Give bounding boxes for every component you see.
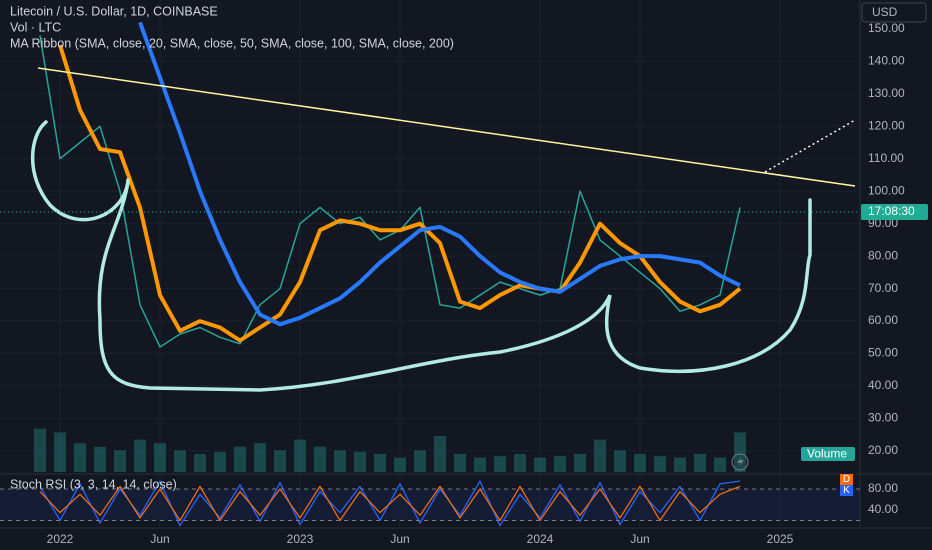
y-tick-label: 140.00 bbox=[868, 54, 905, 68]
volume-bar bbox=[554, 456, 566, 472]
y-tick-label: 150.00 bbox=[868, 21, 905, 35]
y-tick-label: 20.00 bbox=[868, 443, 898, 457]
volume-bar bbox=[654, 456, 666, 472]
projection-line bbox=[764, 119, 856, 173]
volume-bar bbox=[494, 456, 506, 472]
y-tick-label: 30.00 bbox=[868, 411, 898, 425]
grid bbox=[0, 0, 860, 528]
volume-bar bbox=[434, 436, 446, 472]
trend-line bbox=[37, 67, 856, 187]
volume-bar bbox=[374, 454, 386, 472]
y-tick-label: 60.00 bbox=[868, 313, 898, 327]
volume-bar bbox=[54, 432, 66, 472]
volume-bar bbox=[454, 454, 466, 472]
moving-average bbox=[58, 44, 742, 343]
stoch-title: Stoch RSI (3, 3, 14, 14, close) bbox=[10, 477, 177, 491]
y-tick-label: 80.00 bbox=[868, 248, 898, 262]
volume-bar bbox=[134, 439, 146, 472]
volume-bar bbox=[314, 446, 326, 472]
volume-bar bbox=[474, 457, 486, 472]
stoch-band bbox=[0, 489, 860, 521]
volume-bar bbox=[634, 454, 646, 472]
x-tick-label: Jun bbox=[630, 532, 649, 546]
volume-bar bbox=[714, 457, 726, 472]
x-tick-label: 2023 bbox=[287, 532, 314, 546]
stoch-badge bbox=[840, 474, 853, 485]
stoch-k bbox=[39, 480, 741, 527]
y-tick-label: 70.00 bbox=[868, 281, 898, 295]
y-tick-label: 50.00 bbox=[868, 346, 898, 360]
volume-bar bbox=[594, 439, 606, 472]
x-tick-label: 2025 bbox=[767, 532, 794, 546]
volume-bar bbox=[414, 450, 426, 472]
moving-average bbox=[138, 21, 741, 327]
plot bbox=[34, 21, 746, 527]
volume-bar bbox=[174, 450, 186, 472]
volume-bar bbox=[194, 454, 206, 472]
x-tick-label: Jun bbox=[390, 532, 409, 546]
countdown: 17:08:30 bbox=[868, 204, 915, 218]
volume-bar bbox=[694, 454, 706, 472]
volume-bar bbox=[334, 450, 346, 472]
volume-bar bbox=[94, 446, 106, 472]
volume-badge bbox=[801, 447, 855, 461]
ma-legend: MA Ribbon (SMA, close, 20, SMA, close, 5… bbox=[10, 36, 454, 50]
title: Litecoin / U.S. Dollar, 1D, COINBASE bbox=[10, 4, 218, 18]
x-tick-label: 2022 bbox=[47, 532, 74, 546]
volume-bar bbox=[354, 451, 366, 472]
volume-bar bbox=[234, 446, 246, 472]
y-tick-label: 40.00 bbox=[868, 378, 898, 392]
volume-legend: Vol · LTC bbox=[10, 20, 61, 34]
x-tick-label: Jun bbox=[150, 532, 169, 546]
volume-bar bbox=[574, 454, 586, 472]
volume-bar bbox=[514, 454, 526, 472]
stoch-badge-label: D bbox=[843, 474, 850, 485]
volume-bar bbox=[34, 428, 46, 472]
volume-bar bbox=[214, 451, 226, 472]
event-icon-bolt bbox=[737, 456, 744, 468]
volume-label: Volume bbox=[807, 447, 847, 461]
currency[interactable]: USD bbox=[872, 5, 898, 19]
volume-bar bbox=[534, 457, 546, 472]
volume-bar bbox=[274, 450, 286, 472]
y-tick-label: 100.00 bbox=[868, 183, 905, 197]
event-icon[interactable] bbox=[731, 453, 749, 471]
volume-bar bbox=[254, 443, 266, 472]
volume-bar bbox=[734, 432, 746, 472]
volume-bar bbox=[294, 439, 306, 472]
stoch-badge-label: K bbox=[843, 485, 850, 496]
currency-button[interactable] bbox=[861, 2, 927, 23]
y-tick-label: 110.00 bbox=[868, 151, 904, 165]
last-price-tag bbox=[861, 203, 928, 220]
volume-bar bbox=[614, 450, 626, 472]
x-tick-label: 2024 bbox=[527, 532, 554, 546]
volume-bar bbox=[674, 457, 686, 472]
y-tick-label: 120.00 bbox=[868, 118, 905, 132]
volume-bar bbox=[394, 457, 406, 472]
stoch-tick-label: 80.00 bbox=[868, 481, 898, 495]
stoch-d bbox=[39, 485, 741, 522]
volume-bar bbox=[154, 443, 166, 472]
volume-bar bbox=[114, 450, 126, 472]
volume-bar bbox=[74, 443, 86, 472]
stoch-badge bbox=[840, 485, 853, 496]
cup-handle-drawing bbox=[30, 120, 812, 392]
y-tick-label: 130.00 bbox=[868, 86, 905, 100]
stoch-tick-label: 40.00 bbox=[868, 502, 898, 516]
